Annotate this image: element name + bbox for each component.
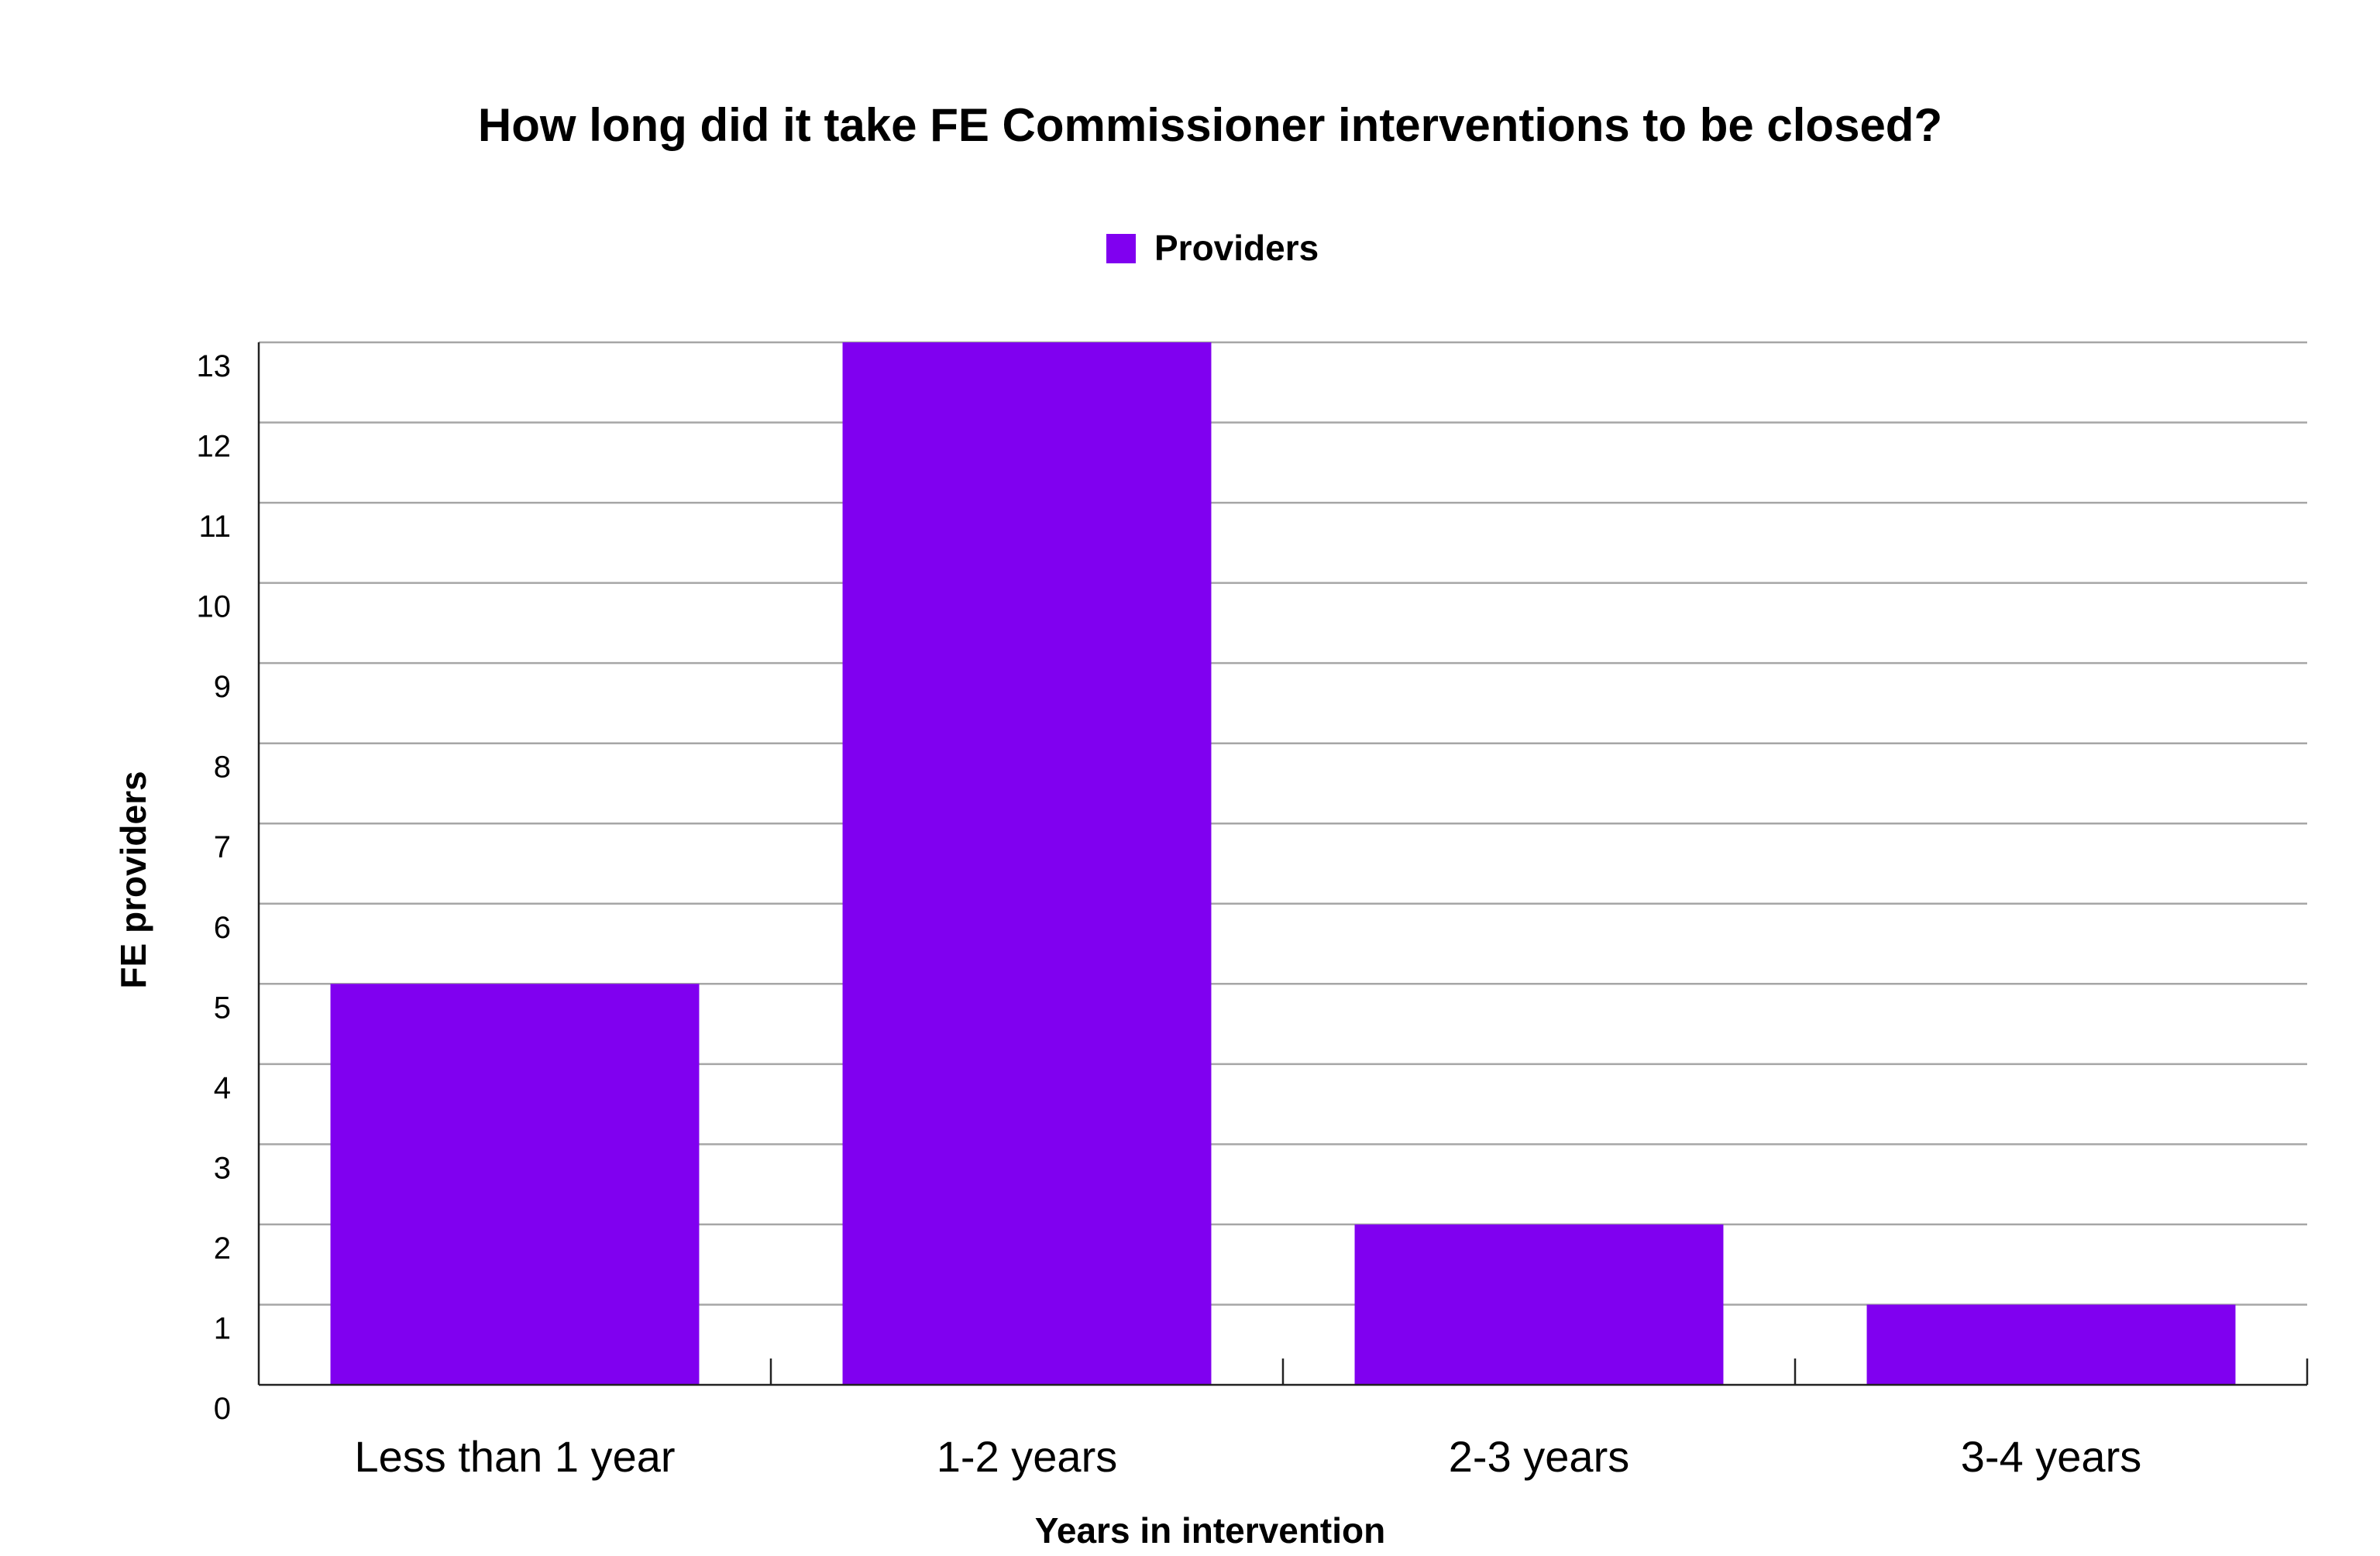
x-tick-label: Less than 1 year (354, 1432, 675, 1481)
axes (257, 342, 2309, 1386)
chart-title: How long did it take FE Commissioner int… (478, 99, 1942, 151)
y-tick-label: 8 (214, 751, 231, 785)
x-tick-label: 3-4 years (1961, 1432, 2141, 1481)
x-axis-ticks: Less than 1 year 1-2 years 2-3 years 3-4 ye… (354, 1432, 2141, 1481)
bar (1866, 1304, 2236, 1385)
bars (330, 342, 2236, 1385)
y-tick-label: 4 (214, 1071, 231, 1105)
y-tick-label: 11 (198, 510, 231, 544)
y-tick-label: 13 (197, 349, 232, 383)
y-tick-label: 10 (197, 590, 232, 624)
y-tick-label: 6 (214, 911, 231, 945)
legend-label-providers: Providers (1154, 228, 1319, 268)
y-tick-label: 12 (197, 430, 232, 464)
y-axis-title: FE providers (113, 771, 153, 988)
y-tick-label: 1 (214, 1311, 231, 1345)
y-tick-label: 3 (214, 1151, 231, 1185)
bar (842, 342, 1212, 1385)
bar (330, 984, 700, 1385)
y-tick-label: 9 (214, 670, 231, 704)
legend: Providers (1106, 228, 1319, 268)
x-tick-label: 1-2 years (937, 1432, 1117, 1481)
y-tick-label: 0 (214, 1392, 231, 1426)
y-tick-label: 2 (214, 1231, 231, 1266)
y-tick-label: 7 (214, 830, 231, 864)
y-tick-label: 5 (214, 991, 231, 1025)
bar (1354, 1224, 1724, 1385)
legend-swatch-providers (1106, 234, 1136, 263)
x-axis-title: Years in intervention (1035, 1510, 1385, 1551)
x-tick-label: 2-3 years (1449, 1432, 1629, 1481)
